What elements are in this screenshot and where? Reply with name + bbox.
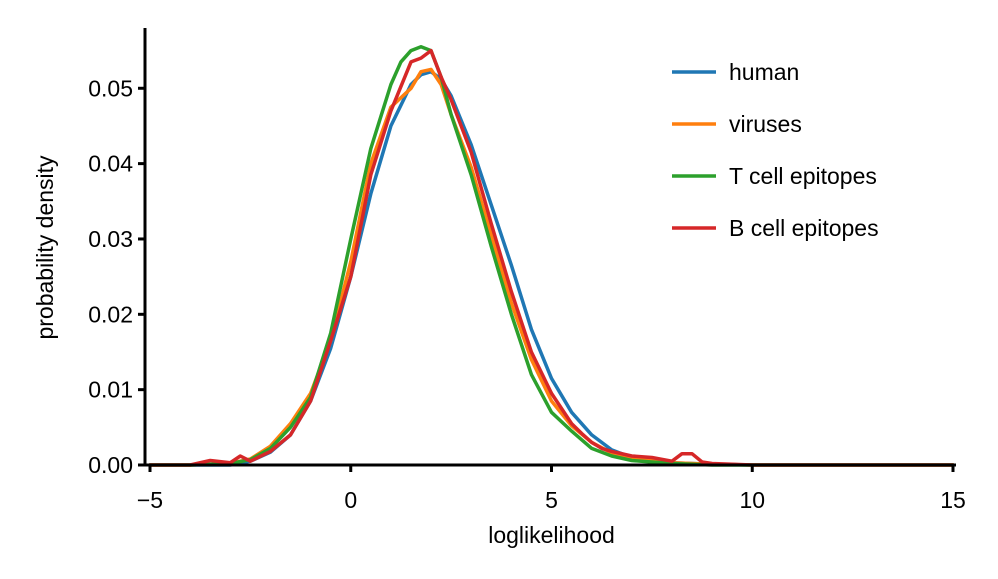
y-ticks: 0.00 0.01 0.02 0.03 0.04 0.05 [88,75,145,478]
y-axis-title: probability density [32,155,58,340]
x-tick-label: 15 [940,487,966,513]
series-line-viruses [148,67,955,467]
y-tick-label: 0.04 [88,151,133,177]
legend-label: T cell epitopes [729,163,877,189]
y-tick-label: 0.01 [88,377,133,403]
legend-label: human [729,59,799,85]
legend: human viruses T cell epitopes B cell epitop… [672,59,879,241]
x-tick-label: 0 [344,487,357,513]
x-tick-label: 10 [739,487,765,513]
legend-label: viruses [729,111,802,137]
series-layer [148,45,955,467]
y-tick-label: 0.02 [88,301,133,327]
x-tick-label: −5 [137,487,163,513]
legend-label: B cell epitopes [729,215,879,241]
y-tick-label: 0.05 [88,75,133,101]
series-line-b-cell-epitopes [148,48,955,467]
y-tick-label: 0.03 [88,226,133,252]
x-ticks: −5 0 5 10 15 [137,465,966,513]
x-tick-label: 5 [545,487,558,513]
y-tick-label: 0.00 [88,452,133,478]
x-axis-title: loglikelihood [488,522,615,548]
series-line-human [148,69,955,467]
